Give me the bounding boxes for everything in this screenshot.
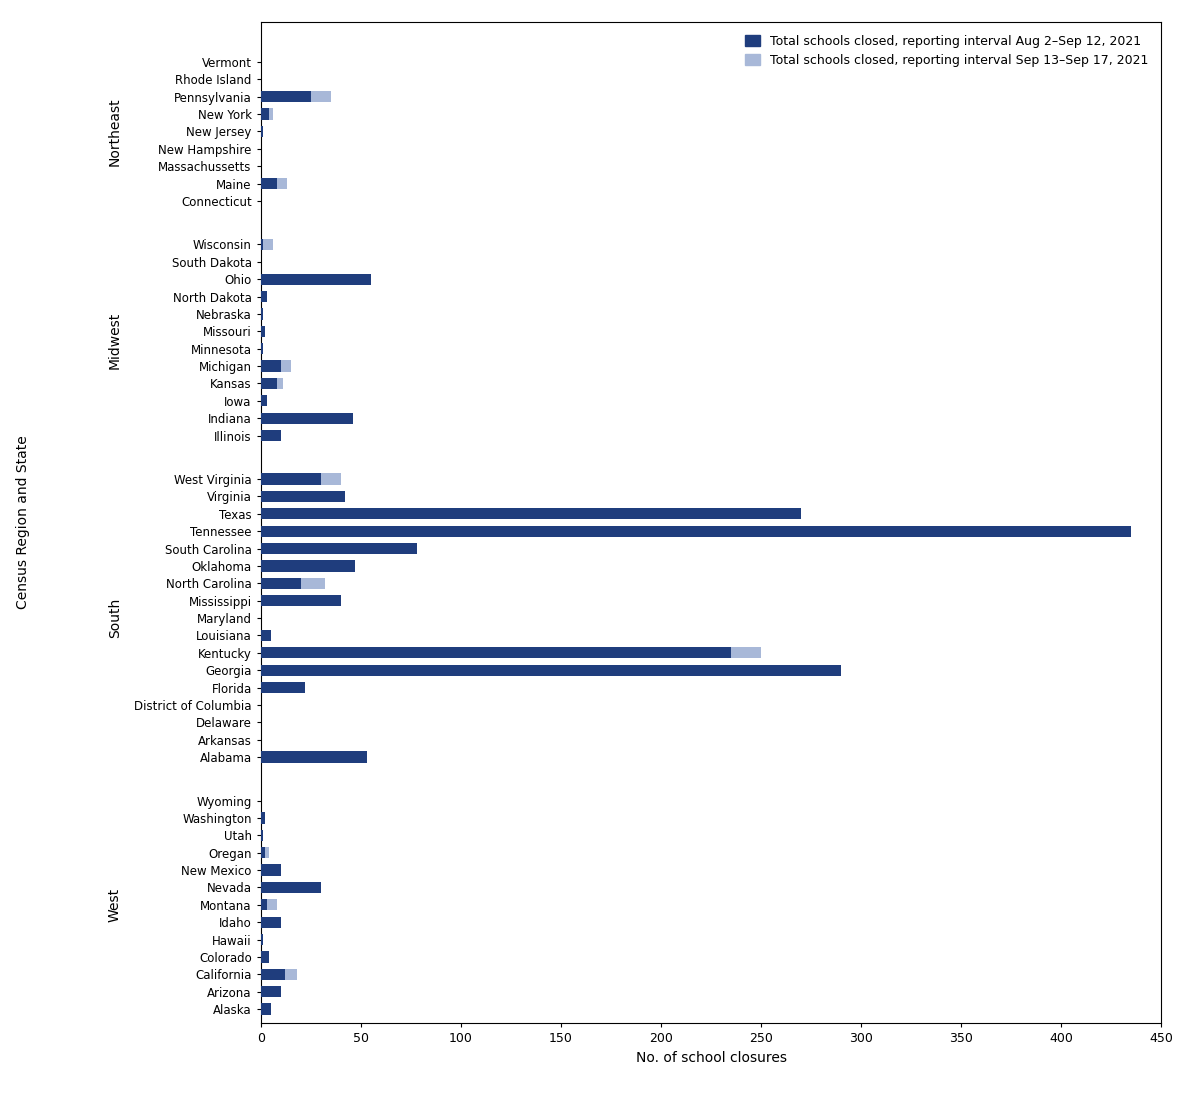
Bar: [277, 178, 287, 189]
Bar: [261, 682, 305, 693]
Bar: [261, 508, 801, 519]
Bar: [261, 543, 417, 554]
Bar: [261, 491, 345, 502]
Bar: [261, 812, 264, 824]
Y-axis label: Census Region and State: Census Region and State: [17, 436, 30, 609]
Bar: [261, 829, 263, 842]
Bar: [261, 395, 267, 407]
Bar: [261, 290, 267, 303]
Bar: [263, 239, 273, 250]
Bar: [281, 361, 290, 372]
Text: West: West: [108, 888, 122, 922]
Text: South: South: [108, 598, 122, 638]
Bar: [261, 343, 263, 354]
Bar: [261, 882, 321, 893]
Bar: [261, 377, 277, 389]
Bar: [310, 91, 331, 102]
Bar: [261, 664, 841, 675]
Bar: [261, 934, 263, 945]
Bar: [261, 473, 321, 485]
Bar: [261, 647, 731, 659]
Bar: [264, 847, 269, 858]
Bar: [261, 178, 277, 189]
Bar: [261, 560, 354, 572]
Legend: Total schools closed, reporting interval Aug 2–Sep 12, 2021, Total schools close: Total schools closed, reporting interval…: [739, 29, 1155, 73]
Text: Midwest: Midwest: [108, 311, 122, 368]
Bar: [269, 109, 273, 120]
Bar: [261, 91, 310, 102]
Bar: [321, 473, 341, 485]
Bar: [261, 361, 281, 372]
Bar: [261, 430, 281, 441]
Bar: [261, 578, 301, 588]
Bar: [261, 308, 263, 320]
Bar: [261, 751, 367, 762]
Bar: [261, 630, 270, 641]
X-axis label: No. of school closures: No. of school closures: [635, 1050, 787, 1065]
Bar: [261, 274, 371, 285]
Bar: [261, 239, 263, 250]
Bar: [261, 412, 353, 424]
Bar: [261, 899, 267, 911]
Bar: [261, 952, 269, 962]
Bar: [261, 865, 281, 876]
Bar: [261, 326, 264, 337]
Bar: [277, 377, 283, 389]
Bar: [261, 847, 264, 858]
Bar: [261, 526, 1132, 537]
Bar: [261, 109, 269, 120]
Bar: [261, 986, 281, 998]
Bar: [731, 647, 761, 659]
Bar: [261, 969, 284, 980]
Bar: [267, 899, 277, 911]
Bar: [261, 125, 263, 138]
Bar: [261, 916, 281, 928]
Bar: [261, 595, 341, 606]
Text: Northeast: Northeast: [108, 97, 122, 166]
Bar: [301, 578, 325, 588]
Bar: [261, 1003, 270, 1014]
Bar: [284, 969, 296, 980]
